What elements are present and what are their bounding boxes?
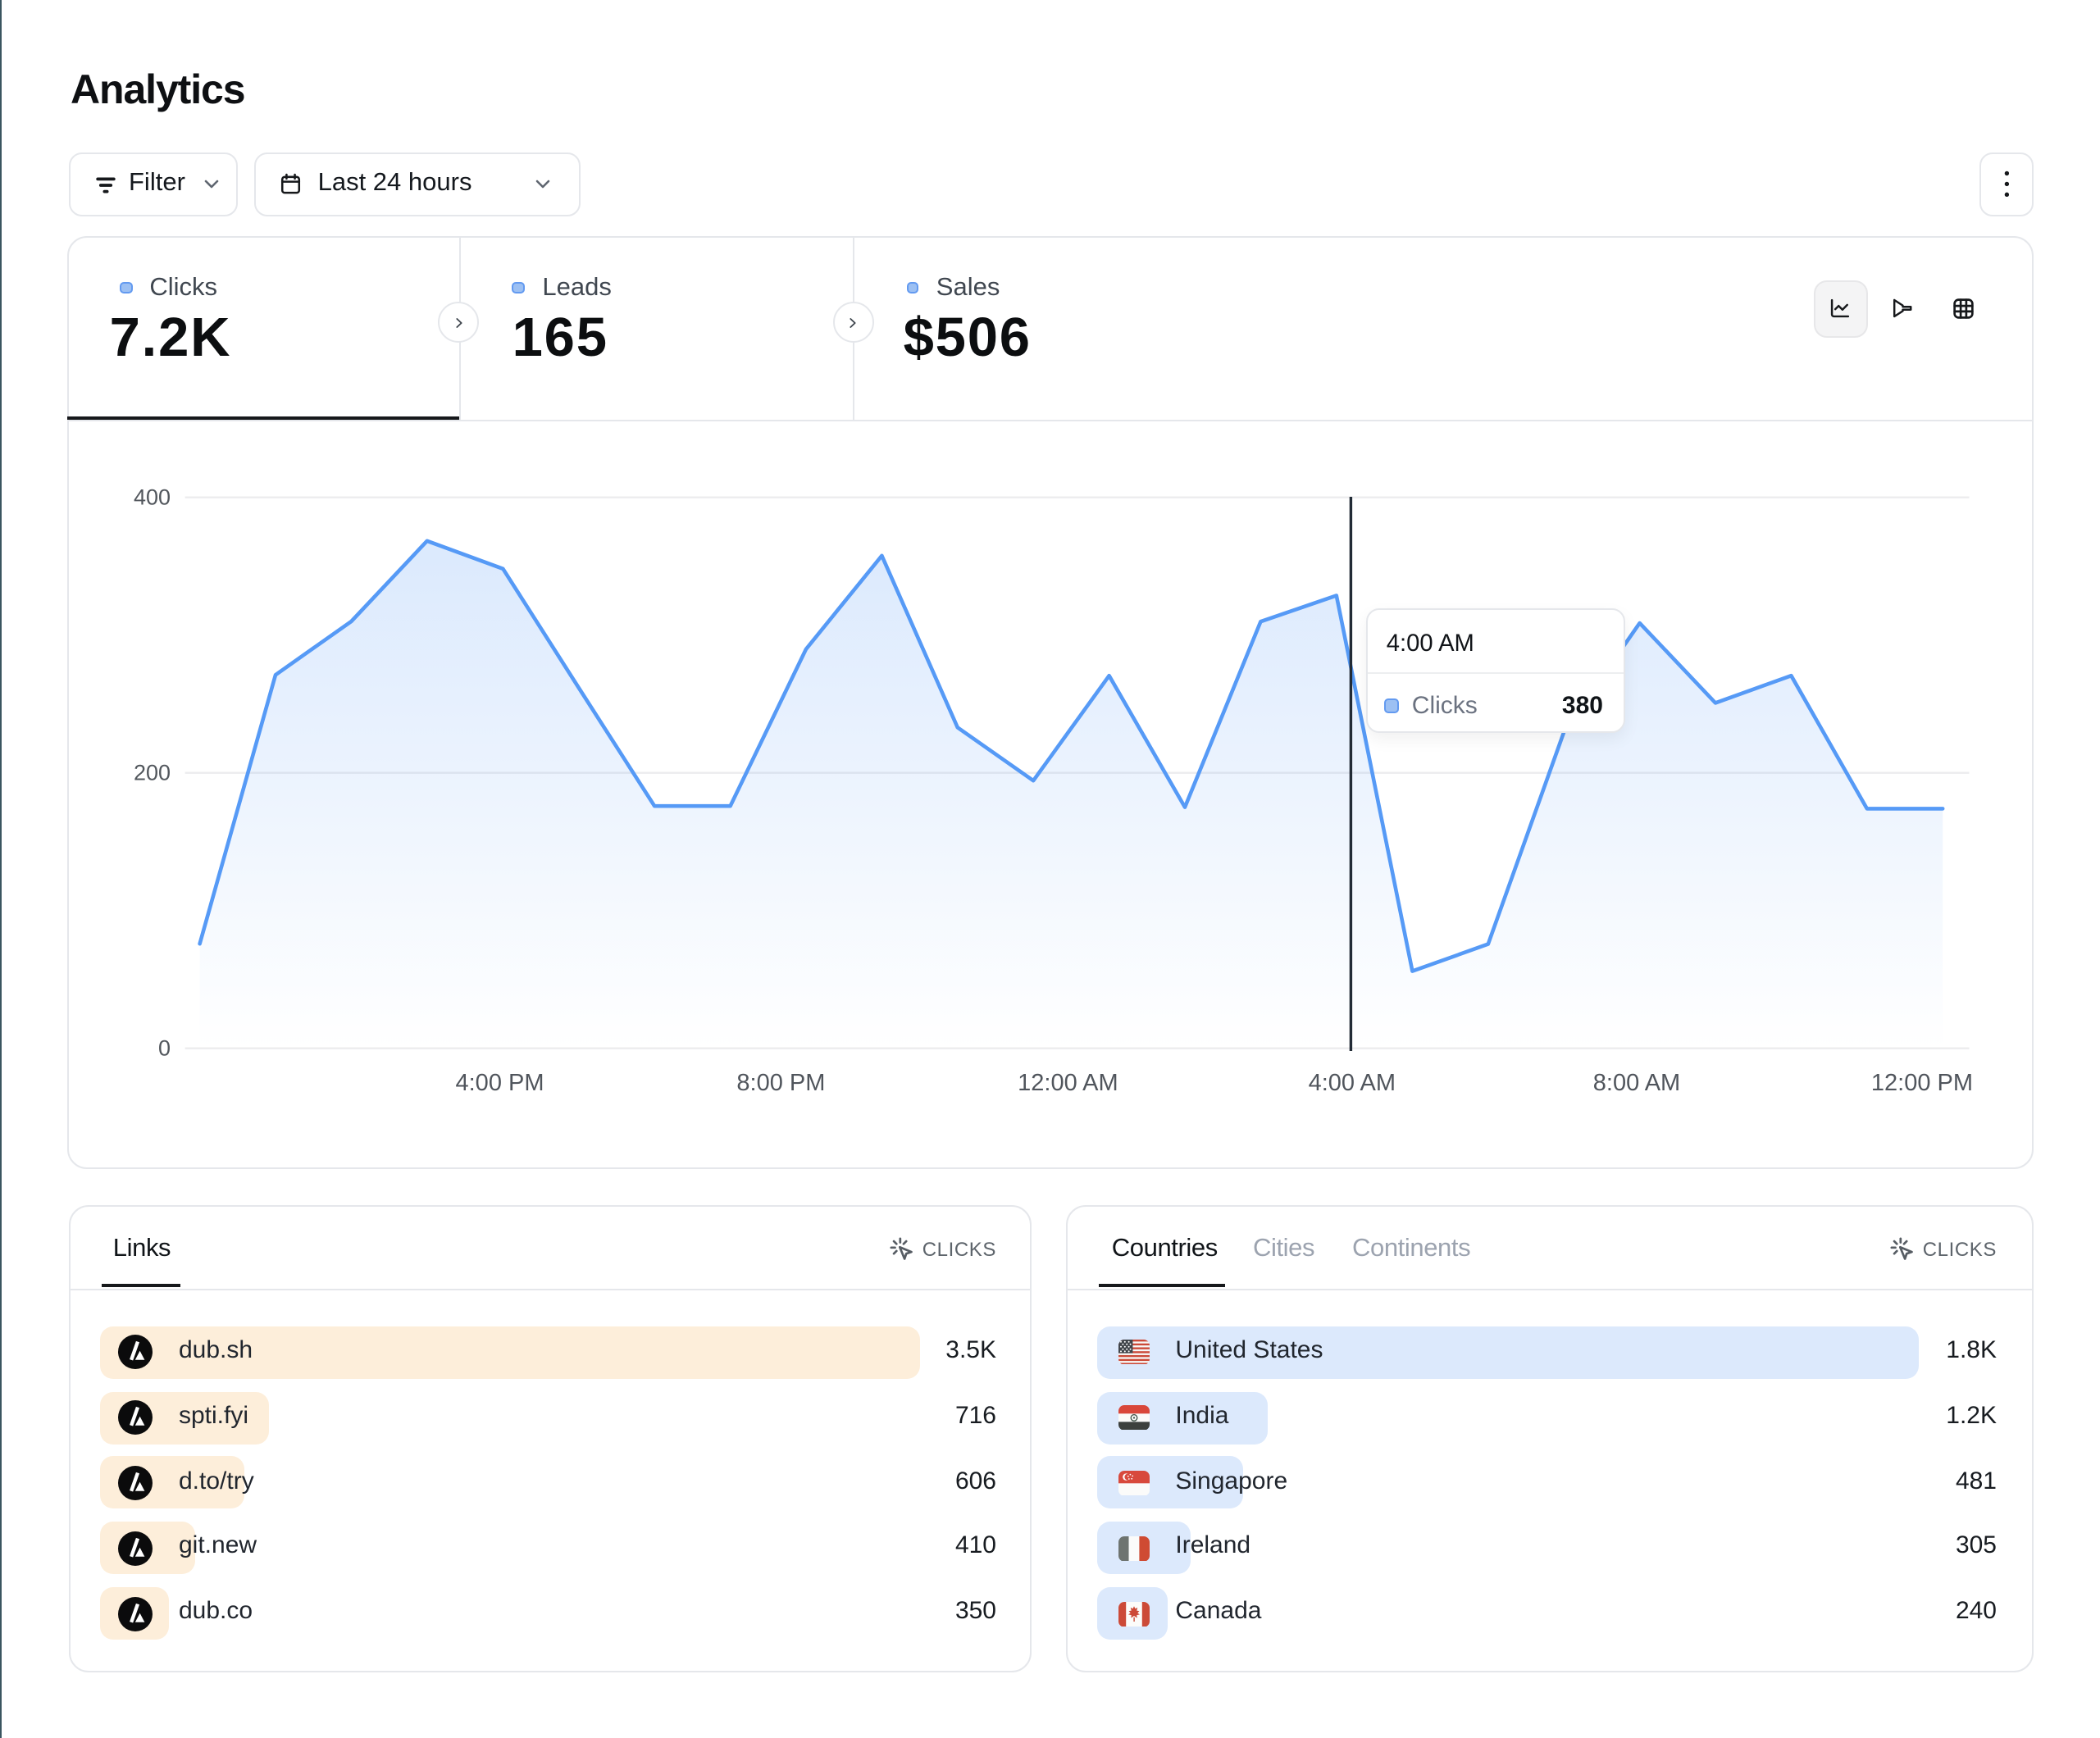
svg-text:4:00 PM: 4:00 PM xyxy=(456,1071,544,1097)
svg-text:0: 0 xyxy=(158,1036,171,1061)
svg-text:400: 400 xyxy=(134,485,171,510)
svg-text:12:00 PM: 12:00 PM xyxy=(1871,1071,1973,1097)
svg-text:8:00 AM: 8:00 AM xyxy=(1593,1071,1680,1097)
svg-text:4:00 AM: 4:00 AM xyxy=(1309,1071,1396,1097)
svg-text:200: 200 xyxy=(134,761,171,785)
svg-text:8:00 PM: 8:00 PM xyxy=(736,1071,825,1097)
svg-text:12:00 AM: 12:00 AM xyxy=(1018,1071,1118,1097)
